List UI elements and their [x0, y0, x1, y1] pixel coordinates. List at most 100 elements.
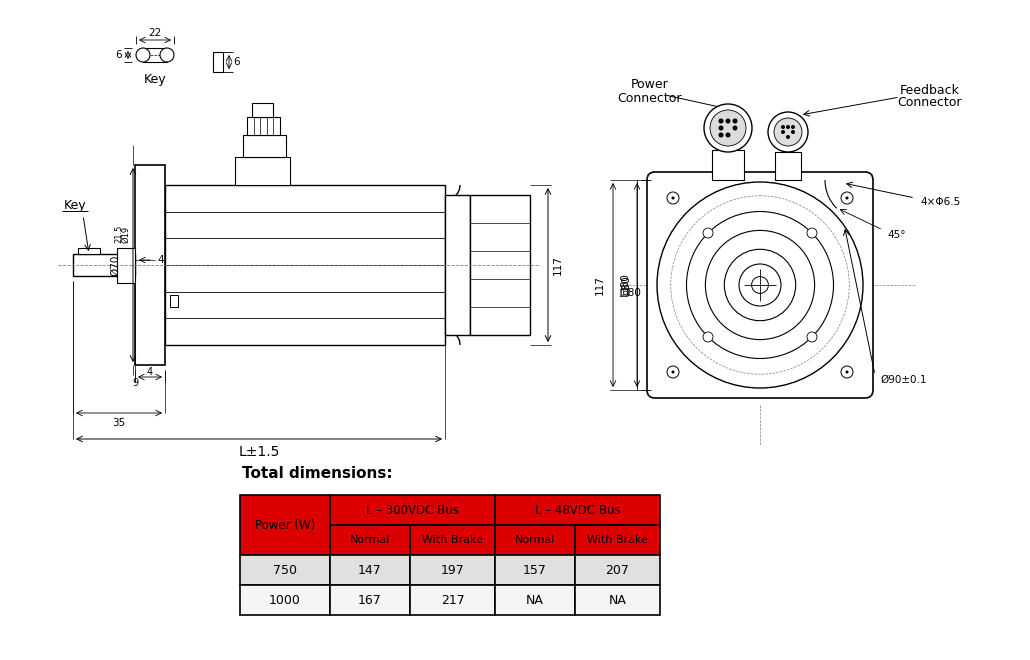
Bar [240, 495, 330, 555]
Text: NA: NA [526, 593, 544, 607]
Bar [495, 555, 575, 585]
Text: Total dimensions:: Total dimensions: [242, 465, 392, 480]
Circle shape [781, 125, 785, 129]
Circle shape [842, 192, 853, 204]
Text: 207: 207 [606, 564, 629, 576]
Text: 1000: 1000 [269, 593, 301, 607]
Text: 4: 4 [158, 255, 165, 265]
Text: □80: □80 [618, 288, 641, 298]
Circle shape [719, 125, 723, 131]
Bar [135, 165, 165, 365]
Text: 9: 9 [132, 378, 138, 388]
Bar [170, 295, 178, 307]
Text: 217: 217 [441, 593, 465, 607]
Circle shape [706, 230, 815, 340]
Bar [575, 555, 660, 585]
Circle shape [842, 366, 853, 378]
Circle shape [806, 228, 817, 238]
FancyBboxPatch shape [647, 172, 873, 398]
Circle shape [710, 110, 746, 146]
Circle shape [687, 211, 833, 358]
Bar [712, 150, 744, 180]
Text: ¤80: ¤80 [622, 275, 632, 295]
Text: 45°: 45° [887, 230, 905, 240]
Circle shape [732, 125, 737, 131]
Circle shape [791, 125, 795, 129]
Bar [470, 195, 530, 335]
Circle shape [846, 197, 849, 199]
Text: With Brake: With Brake [422, 535, 483, 545]
Bar [330, 495, 495, 525]
Text: 4: 4 [147, 367, 153, 377]
Text: Key: Key [144, 73, 166, 86]
Text: 147: 147 [358, 564, 382, 576]
Text: Feedback: Feedback [900, 84, 960, 96]
Bar [330, 525, 410, 555]
Text: NA: NA [609, 593, 626, 607]
Circle shape [768, 112, 808, 152]
Text: 750: 750 [273, 564, 297, 576]
Circle shape [719, 133, 723, 137]
Text: Key: Key [64, 199, 87, 211]
Bar [575, 525, 660, 555]
Circle shape [703, 332, 713, 342]
Bar [243, 135, 286, 157]
Bar [78, 248, 100, 254]
Circle shape [725, 119, 730, 123]
Circle shape [672, 197, 675, 199]
Text: 21.5: 21.5 [114, 224, 124, 243]
Bar [252, 103, 273, 117]
Circle shape [667, 192, 679, 204]
Bar [410, 555, 495, 585]
Bar [495, 525, 575, 555]
Circle shape [160, 48, 174, 62]
Bar [117, 248, 135, 282]
Bar [495, 495, 660, 525]
Bar [330, 585, 410, 615]
Text: Ø19: Ø19 [122, 226, 131, 243]
Text: 22: 22 [148, 28, 162, 38]
Bar [330, 555, 410, 585]
Bar [775, 152, 801, 180]
Circle shape [752, 277, 768, 294]
Circle shape [672, 370, 675, 374]
Text: 157: 157 [523, 564, 547, 576]
Circle shape [846, 370, 849, 374]
Text: Normal: Normal [350, 535, 390, 545]
Circle shape [791, 130, 795, 134]
Circle shape [739, 264, 781, 306]
Circle shape [725, 133, 730, 137]
Circle shape [724, 249, 796, 321]
Bar [445, 195, 470, 335]
Circle shape [786, 135, 790, 139]
Circle shape [657, 182, 863, 388]
Text: 117: 117 [553, 255, 563, 275]
Text: 167: 167 [358, 593, 382, 607]
Text: L – 48VDC Bus: L – 48VDC Bus [535, 504, 620, 517]
Bar [575, 585, 660, 615]
Bar [235, 157, 290, 185]
Bar [240, 555, 330, 585]
Bar [495, 585, 575, 615]
Circle shape [667, 366, 679, 378]
Text: With Brake: With Brake [587, 535, 648, 545]
Text: 6: 6 [234, 57, 240, 67]
Bar [143, 48, 167, 62]
Bar [410, 585, 495, 615]
Circle shape [786, 125, 790, 129]
Circle shape [136, 48, 150, 62]
Circle shape [732, 119, 737, 123]
Text: Power (W): Power (W) [254, 519, 315, 531]
Text: Ø70: Ø70 [110, 254, 121, 276]
Circle shape [703, 228, 713, 238]
Text: 197: 197 [441, 564, 465, 576]
Bar [410, 525, 495, 555]
Bar [165, 185, 445, 345]
Text: Connector: Connector [618, 92, 682, 104]
Circle shape [781, 130, 785, 134]
Text: □80: □80 [620, 273, 630, 296]
Bar [240, 585, 330, 615]
Bar [73, 254, 135, 276]
Circle shape [703, 104, 752, 152]
Text: Power: Power [631, 79, 668, 92]
